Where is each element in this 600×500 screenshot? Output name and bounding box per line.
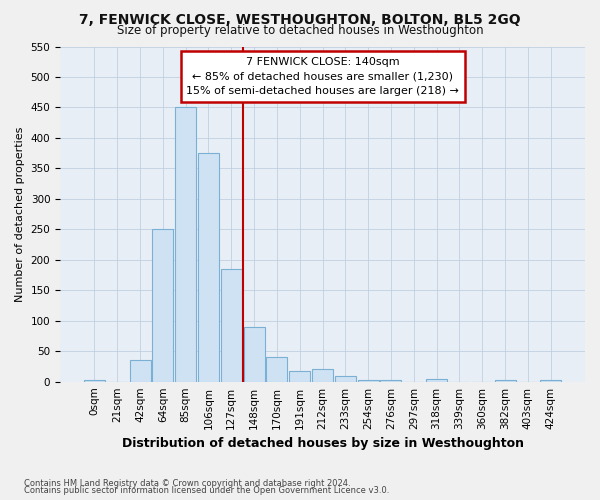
Bar xyxy=(312,370,333,382)
Bar xyxy=(426,378,447,382)
Bar xyxy=(175,108,196,382)
Bar xyxy=(266,358,287,382)
Bar xyxy=(494,380,515,382)
Text: Contains public sector information licensed under the Open Government Licence v3: Contains public sector information licen… xyxy=(24,486,389,495)
X-axis label: Distribution of detached houses by size in Westhoughton: Distribution of detached houses by size … xyxy=(122,437,524,450)
Text: Contains HM Land Registry data © Crown copyright and database right 2024.: Contains HM Land Registry data © Crown c… xyxy=(24,478,350,488)
Bar xyxy=(380,380,401,382)
Text: 7, FENWICK CLOSE, WESTHOUGHTON, BOLTON, BL5 2GQ: 7, FENWICK CLOSE, WESTHOUGHTON, BOLTON, … xyxy=(79,12,521,26)
Bar xyxy=(289,370,310,382)
Bar xyxy=(244,327,265,382)
Y-axis label: Number of detached properties: Number of detached properties xyxy=(15,126,25,302)
Bar xyxy=(130,360,151,382)
Text: 7 FENWICK CLOSE: 140sqm
← 85% of detached houses are smaller (1,230)
15% of semi: 7 FENWICK CLOSE: 140sqm ← 85% of detache… xyxy=(186,56,459,96)
Bar xyxy=(198,153,219,382)
Text: Size of property relative to detached houses in Westhoughton: Size of property relative to detached ho… xyxy=(116,24,484,37)
Bar xyxy=(221,269,242,382)
Bar xyxy=(84,380,105,382)
Bar xyxy=(358,380,379,382)
Bar xyxy=(335,376,356,382)
Bar xyxy=(540,380,561,382)
Bar xyxy=(152,230,173,382)
